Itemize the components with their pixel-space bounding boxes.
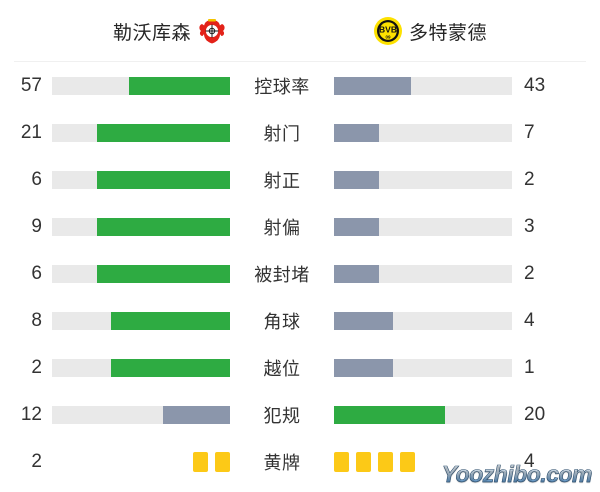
away-stat-value: 2 xyxy=(524,262,535,284)
home-stat-bar-fill xyxy=(96,170,230,189)
stat-label: 角球 xyxy=(263,311,301,332)
svg-text:09: 09 xyxy=(385,35,391,40)
away-stat-value: 43 xyxy=(524,74,546,96)
stat-label: 越位 xyxy=(263,358,301,379)
home-stat-value: 2 xyxy=(31,450,42,472)
match-header: 勒沃库森 BVB 09 多特蒙德 xyxy=(0,0,600,62)
bayer-leverkusen-crest-icon xyxy=(197,16,227,46)
away-stat-bar xyxy=(334,170,512,189)
away-stat-bar-fill xyxy=(334,123,379,142)
away-stat-bar xyxy=(334,405,512,424)
stat-label: 射偏 xyxy=(263,217,301,238)
home-stat-bar xyxy=(52,405,230,424)
away-stat-bar-fill xyxy=(334,170,379,189)
home-stat-value: 6 xyxy=(31,168,42,190)
away-stat-bar-fill xyxy=(334,358,394,377)
yellow-card-icon xyxy=(193,451,208,472)
home-stat-value: 8 xyxy=(31,309,42,331)
home-stat-bar-fill xyxy=(96,264,230,283)
home-stat-bar xyxy=(52,76,230,95)
stat-label: 射正 xyxy=(263,170,301,191)
stat-label: 射门 xyxy=(263,123,301,144)
home-stat-bar-fill xyxy=(96,217,230,236)
home-stat-value: 2 xyxy=(31,356,42,378)
home-stat-bar-fill xyxy=(111,358,230,377)
away-team-name: 多特蒙德 xyxy=(408,22,487,44)
yellow-card-icon xyxy=(215,451,230,472)
stat-label: 黄牌 xyxy=(263,452,301,473)
home-stat-bar-fill xyxy=(111,311,230,330)
away-stat-bar xyxy=(334,311,512,330)
home-stat-value: 57 xyxy=(20,74,42,96)
away-stat-bar xyxy=(334,217,512,236)
home-stat-value: 9 xyxy=(31,215,42,237)
away-stat-bar xyxy=(334,123,512,142)
away-yellow-cards xyxy=(334,451,512,472)
stat-label: 犯规 xyxy=(263,405,301,426)
away-stat-bar-fill xyxy=(334,311,394,330)
home-stat-bar-fill xyxy=(128,76,230,95)
home-stat-bar xyxy=(52,264,230,283)
home-stat-bar xyxy=(52,358,230,377)
stat-row: 6 射正 2 xyxy=(0,156,600,203)
stat-label: 被封堵 xyxy=(254,264,310,285)
yellow-card-icon xyxy=(334,451,349,472)
home-stat-value: 12 xyxy=(20,403,42,425)
away-stat-bar-fill xyxy=(334,405,446,424)
away-stat-value: 4 xyxy=(512,451,564,473)
away-stat-value: 1 xyxy=(524,356,535,378)
home-team-name: 勒沃库森 xyxy=(112,22,191,44)
home-stat-bar xyxy=(52,170,230,189)
stat-row: 21 射门 7 xyxy=(0,109,600,156)
away-stat-bar xyxy=(334,264,512,283)
away-stat-value: 3 xyxy=(524,215,535,237)
home-stat-value: 21 xyxy=(20,121,42,143)
stat-row: 6 被封堵 2 xyxy=(0,250,600,297)
site-watermark: Yoozhibo.com xyxy=(441,461,592,488)
away-stat-value: 2 xyxy=(524,168,535,190)
home-stat-bar-fill xyxy=(163,405,230,424)
away-stat-bar-fill xyxy=(334,76,411,95)
home-stat-value: 6 xyxy=(31,262,42,284)
yellow-card-icon xyxy=(356,451,371,472)
stat-row: 12 犯规 20 xyxy=(0,391,600,438)
match-stats-list: 57 控球率 43 21 射门 7 6 射正 2 9 射偏 3 6 被封堵 2 8 角球 4 2 越位 1 12 犯规 20 2… xyxy=(0,62,600,485)
borussia-dortmund-crest-icon: BVB 09 xyxy=(373,16,403,46)
away-stat-bar-fill xyxy=(334,264,379,283)
away-stat-bar xyxy=(334,358,512,377)
yellow-card-icon xyxy=(400,451,415,472)
stat-row: 2 越位 1 xyxy=(0,344,600,391)
home-stat-bar xyxy=(52,311,230,330)
home-yellow-cards xyxy=(52,451,230,472)
home-team: 勒沃库森 xyxy=(44,16,300,46)
away-stat-bar-fill xyxy=(334,217,379,236)
away-stat-bar xyxy=(334,76,512,95)
svg-text:BVB: BVB xyxy=(379,25,397,35)
away-team: BVB 09 多特蒙德 xyxy=(300,16,556,46)
stat-label: 控球率 xyxy=(254,76,310,97)
away-stat-value: 20 xyxy=(524,403,546,425)
home-stat-bar xyxy=(52,217,230,236)
home-stat-bar xyxy=(52,123,230,142)
yellow-card-icon xyxy=(378,451,393,472)
stat-row: 57 控球率 43 xyxy=(0,62,600,109)
away-stat-value: 4 xyxy=(524,309,535,331)
away-stat-value: 7 xyxy=(524,121,535,143)
stat-row: 2 黄牌 4 xyxy=(0,438,600,485)
stat-row: 8 角球 4 xyxy=(0,297,600,344)
home-stat-bar-fill xyxy=(96,123,230,142)
stat-row: 9 射偏 3 xyxy=(0,203,600,250)
